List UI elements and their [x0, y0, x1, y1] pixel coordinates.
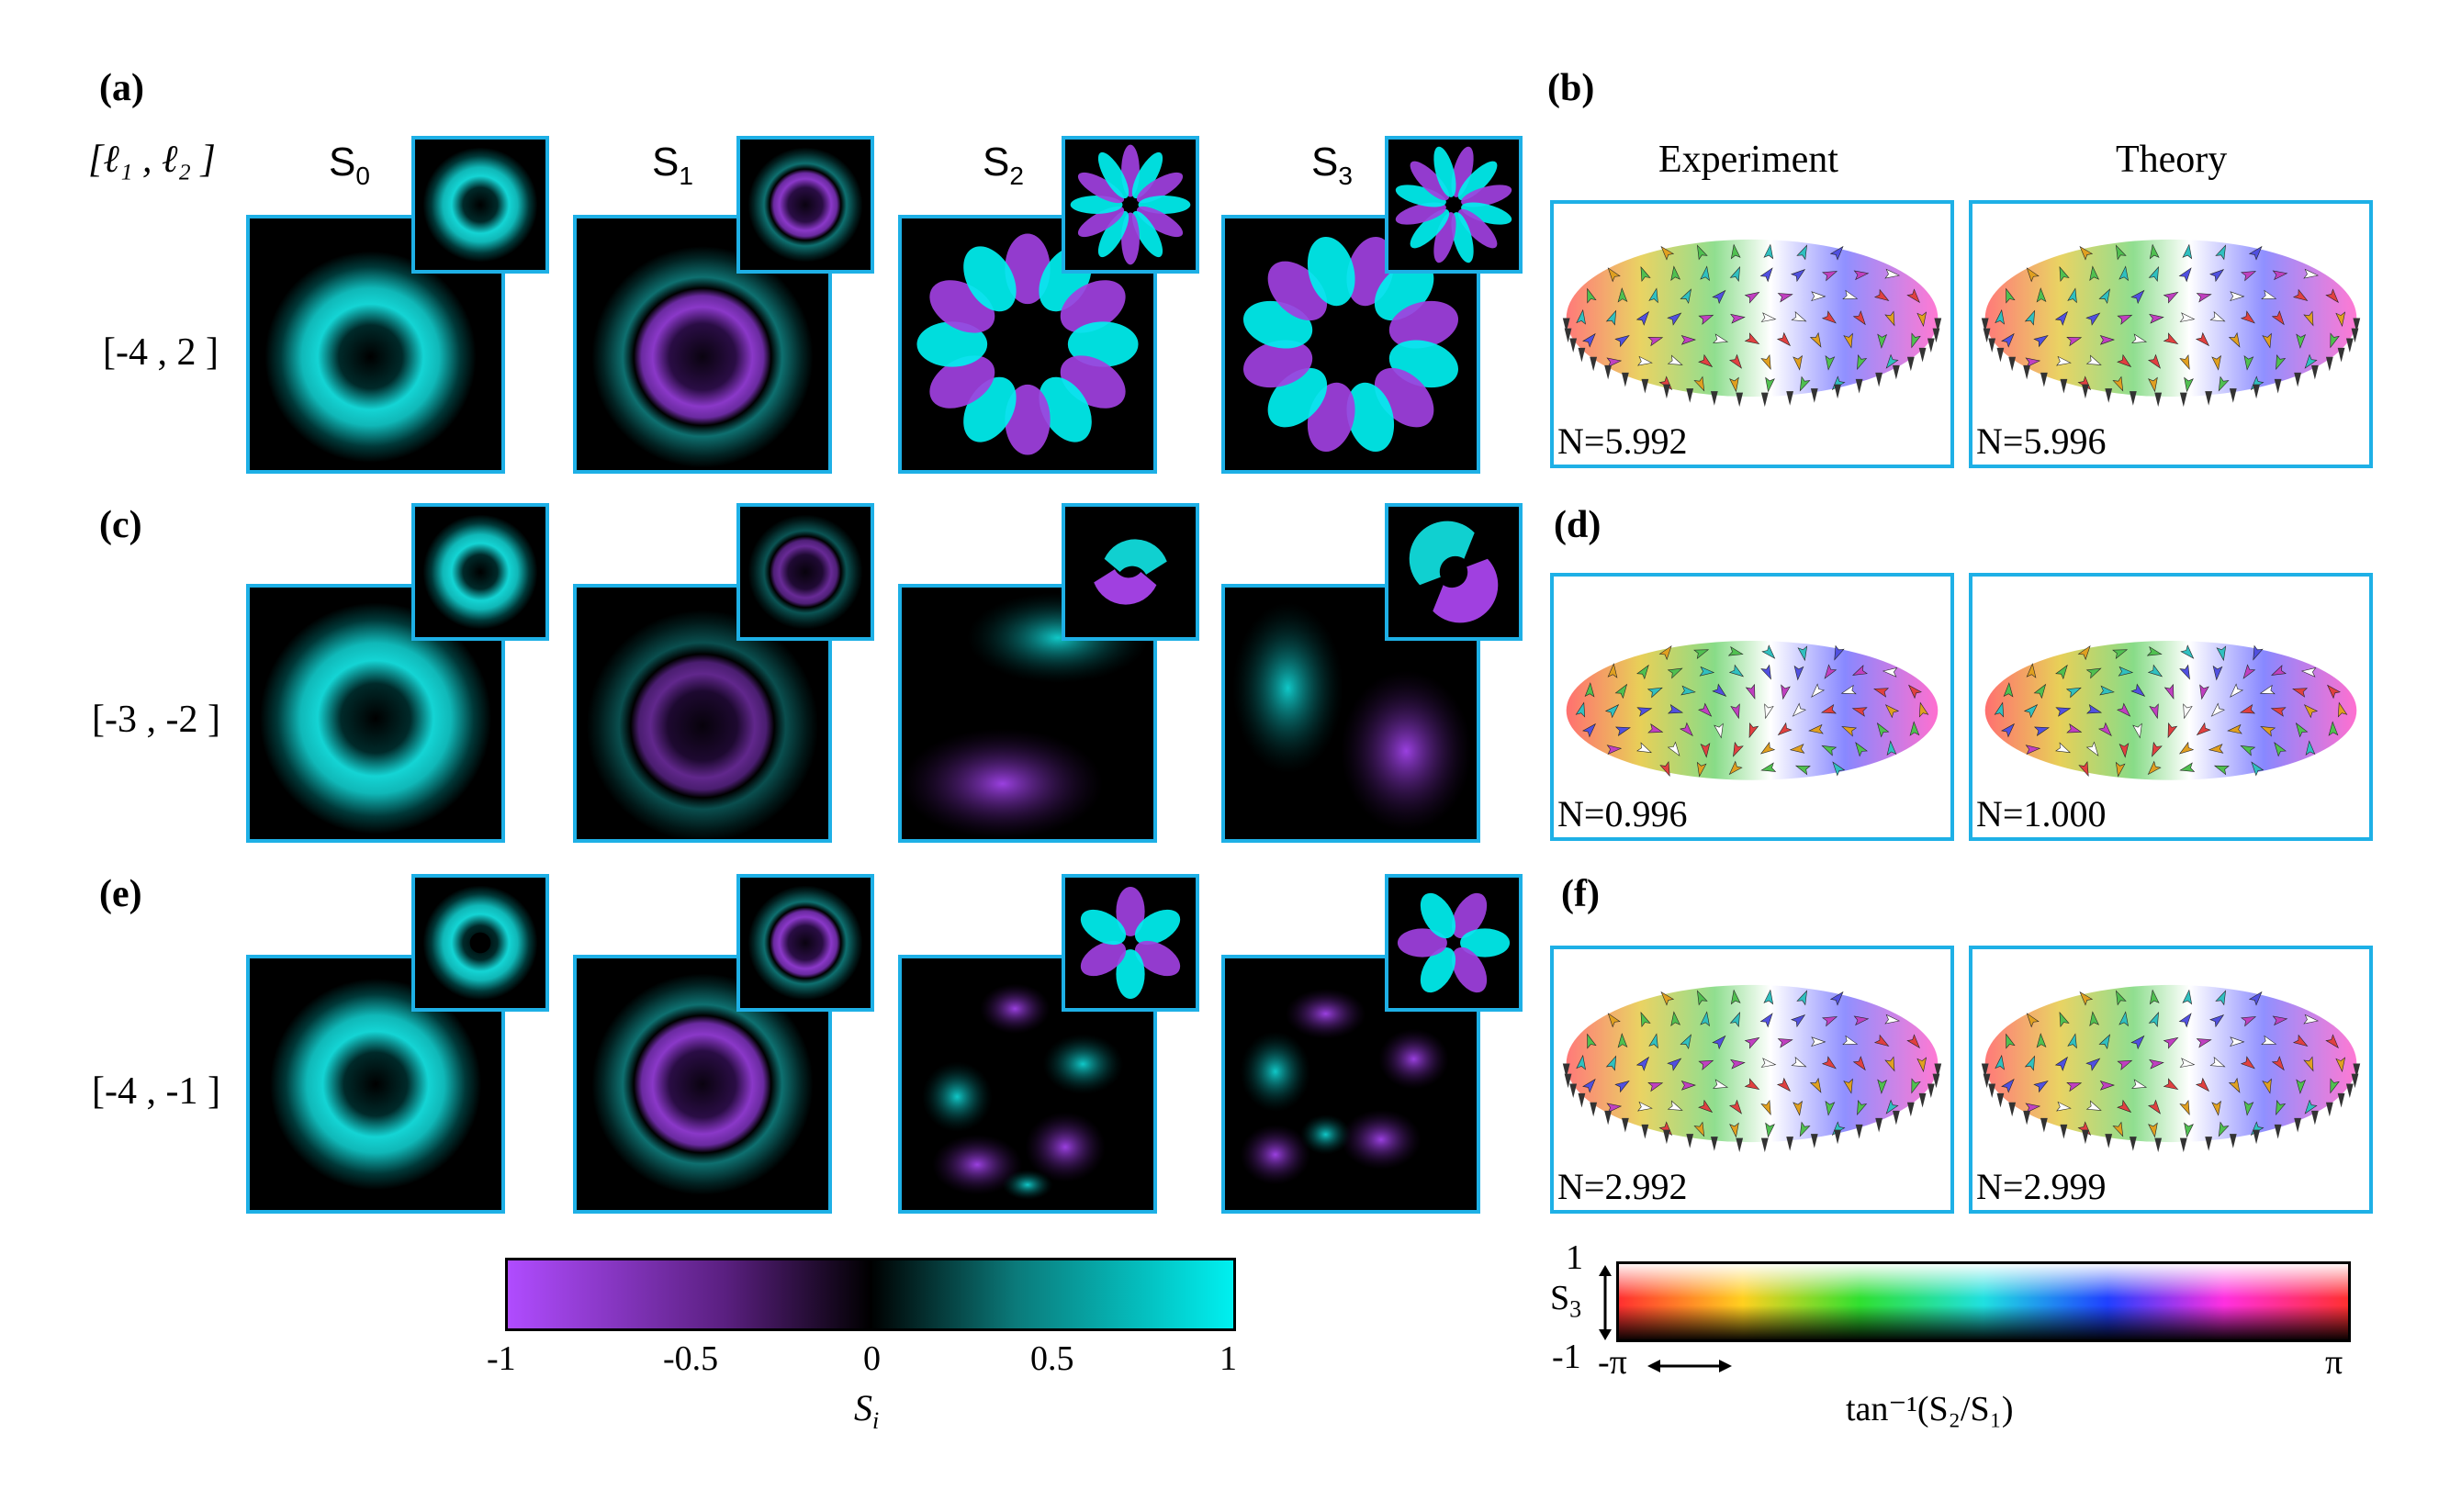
column-header-s0: S0	[329, 140, 370, 190]
hsv-x-right: π	[2325, 1343, 2343, 1382]
panel-row1-s3	[1221, 215, 1480, 474]
n-value-row3-theory: N=2.999	[1976, 1166, 2107, 1207]
skyrmion-row1-experiment: N=5.992	[1550, 200, 1954, 468]
inset-row3-s3	[1385, 874, 1523, 1012]
n-value-row1-theory: N=5.996	[1976, 420, 2107, 462]
panel-row2-s3	[1221, 584, 1480, 843]
hsv-y-bottom: -1	[1552, 1338, 1581, 1376]
hsv-y-arrow	[1599, 1265, 1612, 1340]
skyrmion-row1-theory: N=5.996	[1969, 200, 2373, 468]
n-value-row2-experiment: N=0.996	[1557, 793, 1688, 834]
panel-label-b: (b)	[1547, 67, 1595, 109]
hsv-x-left: -π	[1598, 1343, 1627, 1382]
inset-row3-s1	[736, 874, 874, 1012]
hsv-y-label: S3	[1550, 1279, 1582, 1323]
header-theory: Theory	[2116, 139, 2228, 181]
inset-row1-s2	[1062, 136, 1199, 274]
row-header: [ℓ₁ , ℓ₂ ]	[88, 139, 216, 181]
column-header-s1: S1	[652, 140, 693, 190]
header-experiment: Experiment	[1658, 139, 1838, 181]
panel-row1-s2	[898, 215, 1157, 474]
si-tick-1: 1	[1219, 1339, 1237, 1378]
panel-label-a: (a)	[99, 67, 144, 109]
panel-label-c: (c)	[99, 504, 142, 546]
si-colorbar	[505, 1258, 1236, 1331]
skyrmion-row2-theory: N=1.000	[1969, 573, 2373, 841]
hsv-x-arrow	[1647, 1360, 1732, 1372]
si-tick-neg1: -1	[487, 1339, 516, 1378]
panel-row3-s2	[898, 955, 1157, 1214]
n-value-row1-experiment: N=5.992	[1557, 420, 1688, 462]
inset-row1-s3	[1385, 136, 1523, 274]
skyrmion-row2-experiment: N=0.996	[1550, 573, 1954, 841]
panel-label-d: (d)	[1554, 504, 1601, 546]
n-value-row2-theory: N=1.000	[1976, 793, 2107, 834]
hsv-x-label: tan⁻¹(S₂/S₁)	[1846, 1390, 2014, 1428]
panel-row3-s3	[1221, 955, 1480, 1214]
panel-label-e: (e)	[99, 873, 142, 915]
si-axis-label: Si	[854, 1387, 880, 1434]
panel-row2-s0	[246, 584, 505, 843]
inset-row2-s1	[736, 503, 874, 641]
inset-row2-s2	[1062, 503, 1199, 641]
inset-row2-s3	[1385, 503, 1523, 641]
si-tick-0: 0	[863, 1339, 881, 1378]
hsv-y-top: 1	[1566, 1238, 1583, 1277]
panel-label-f: (f)	[1561, 873, 1600, 915]
panel-row3-s0	[246, 955, 505, 1214]
inset-row1-s1	[736, 136, 874, 274]
column-header-s3: S3	[1311, 140, 1353, 190]
row-label-3: [-4 , -1 ]	[92, 1070, 220, 1113]
row-label-2: [-3 , -2 ]	[92, 699, 220, 741]
skyrmion-row3-theory: N=2.999	[1969, 946, 2373, 1214]
si-tick-05: 0.5	[1030, 1339, 1074, 1378]
panel-row3-s1	[573, 955, 832, 1214]
panel-row1-s1	[573, 215, 832, 474]
hsv-colorbar	[1616, 1261, 2351, 1342]
si-tick-neg05: -0.5	[663, 1339, 719, 1378]
n-value-row3-experiment: N=2.992	[1557, 1166, 1688, 1207]
inset-row2-s0	[411, 503, 549, 641]
inset-row3-s2	[1062, 874, 1199, 1012]
inset-row1-s0	[411, 136, 549, 274]
column-header-s2: S2	[983, 140, 1024, 190]
skyrmion-row3-experiment: N=2.992	[1550, 946, 1954, 1214]
row-label-1: [-4 , 2 ]	[103, 331, 219, 374]
inset-row3-s0	[411, 874, 549, 1012]
